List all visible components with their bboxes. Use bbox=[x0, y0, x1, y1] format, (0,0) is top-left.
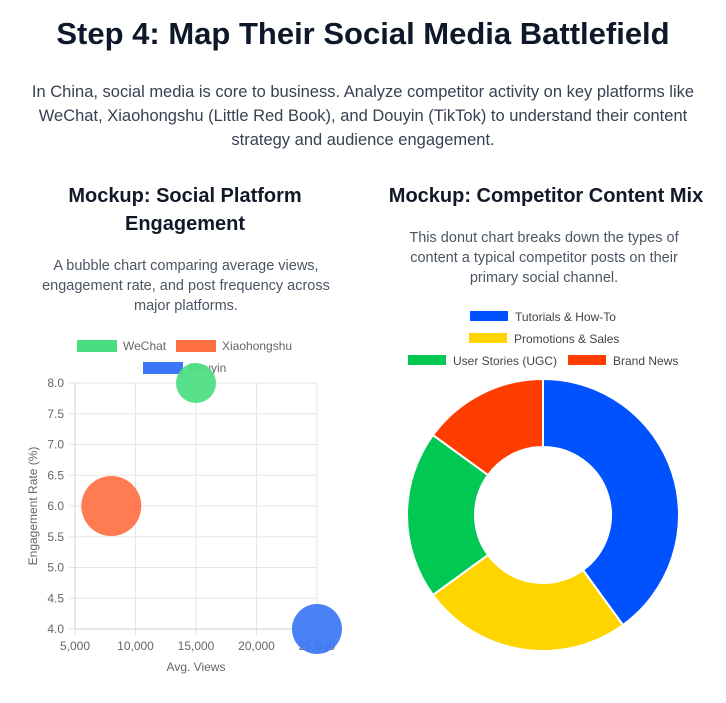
legend-swatch bbox=[408, 355, 446, 365]
y-tick-label: 8.0 bbox=[47, 376, 64, 390]
page-title: Step 4: Map Their Social Media Battlefie… bbox=[56, 16, 670, 51]
x-tick-label: 20,000 bbox=[238, 639, 275, 653]
legend-swatch-douyin bbox=[143, 362, 183, 374]
x-axis-title: Avg. Views bbox=[167, 660, 226, 674]
donut-slice-tutorials-how-to bbox=[542, 377, 680, 627]
legend-label-xiaohongshu: Xiaohongshu bbox=[222, 339, 292, 353]
bubble-chart-title: Mockup: Social Platform Engagement bbox=[68, 185, 302, 235]
y-axis-title: Engagement Rate (%) bbox=[26, 447, 40, 566]
bubble-chart: WeChatXiaohongshuDouyin5,00010,00015,000… bbox=[26, 339, 342, 674]
donut-slice-promotions-sales bbox=[431, 553, 625, 652]
bubble-wechat bbox=[176, 363, 216, 403]
legend-swatch bbox=[470, 311, 508, 321]
legend-label: User Stories (UGC) bbox=[453, 354, 557, 368]
y-tick-label: 7.0 bbox=[47, 438, 64, 452]
legend-swatch-wechat bbox=[77, 340, 117, 352]
x-tick-label: 10,000 bbox=[117, 639, 154, 653]
x-tick-label: 5,000 bbox=[60, 639, 90, 653]
legend-label-wechat: WeChat bbox=[123, 339, 167, 353]
bubble-xiaohongshu bbox=[81, 476, 142, 536]
donut-slice-user-stories-ugc bbox=[406, 433, 490, 597]
legend-label: Brand News bbox=[613, 354, 678, 368]
legend-label: Tutorials & How-To bbox=[515, 310, 616, 324]
y-tick-label: 4.0 bbox=[47, 622, 64, 636]
donut-slice-brand-news bbox=[431, 377, 544, 477]
y-tick-label: 6.5 bbox=[47, 468, 64, 482]
donut-chart-title: Mockup: Competitor Content Mix bbox=[388, 185, 704, 207]
y-tick-label: 6.0 bbox=[47, 499, 64, 513]
legend-swatch bbox=[469, 333, 507, 343]
y-tick-label: 5.0 bbox=[47, 561, 64, 575]
intro-text: In China, social media is core to busine… bbox=[31, 83, 695, 149]
donut-chart: Tutorials & How-To Promotions & Sales User… bbox=[406, 310, 680, 652]
bubble-douyin bbox=[292, 604, 342, 654]
x-tick-label: 15,000 bbox=[178, 639, 215, 653]
legend-swatch-xiaohongshu bbox=[176, 340, 216, 352]
y-tick-label: 5.5 bbox=[47, 530, 64, 544]
legend-label: Promotions & Sales bbox=[514, 332, 619, 346]
bubble-chart-description: A bubble chart comparing average views, … bbox=[42, 258, 330, 314]
legend-swatch bbox=[568, 355, 606, 365]
donut-chart-description: This donut chart breaks down the types o… bbox=[409, 230, 679, 286]
y-tick-label: 7.5 bbox=[47, 407, 64, 421]
y-tick-label: 4.5 bbox=[47, 591, 64, 605]
